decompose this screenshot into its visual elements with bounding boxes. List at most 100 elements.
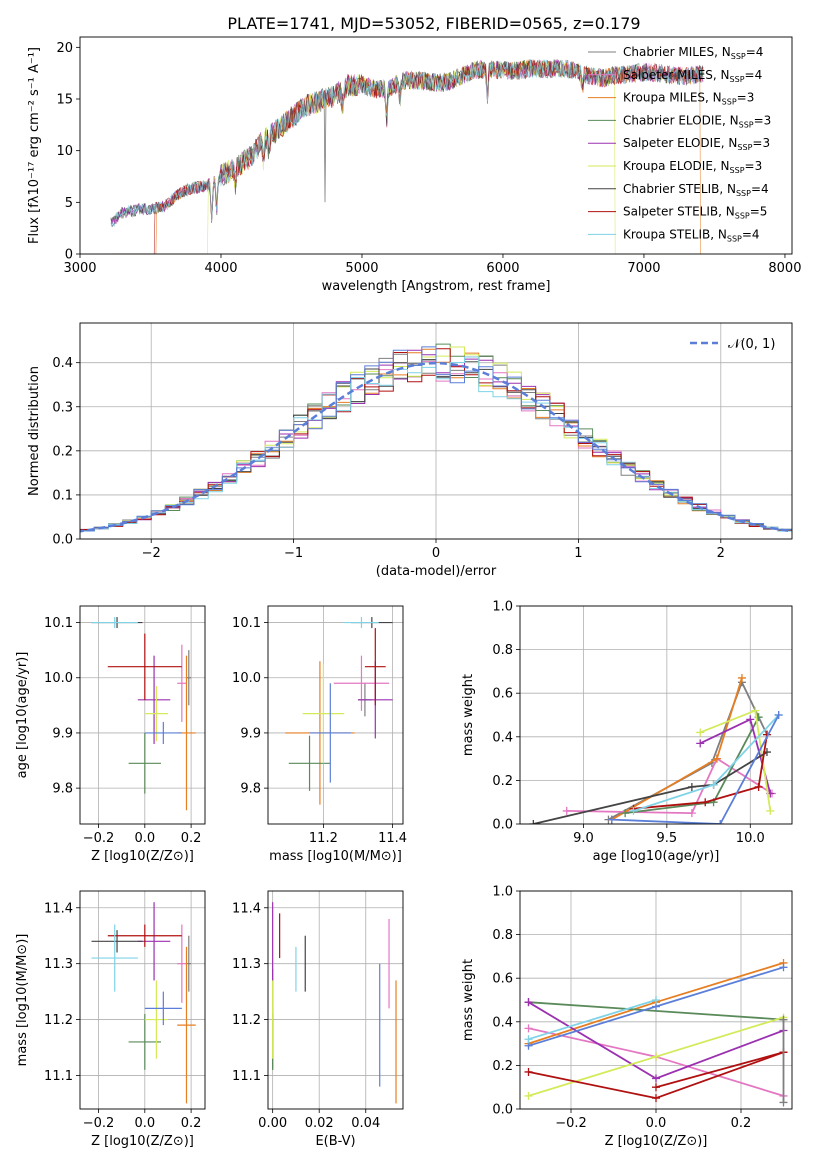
weight-point-marker [687, 782, 696, 791]
x-tick-label: 2 [717, 546, 725, 561]
errorbar-group [272, 902, 397, 1104]
y-tick-label: 11.2 [44, 1013, 73, 1028]
y-axis-label: mass weight [461, 674, 476, 756]
x-tick-label: 4000 [204, 261, 237, 276]
weight-point-marker [696, 728, 705, 737]
legend-subscript: SSP [727, 234, 742, 243]
legend-tail: =3 [737, 91, 755, 105]
axes-frame [79, 36, 793, 255]
y-axis-label: Normed distribution [27, 366, 42, 496]
panels: 3000 4000 5000 6000 7000 800005101520waveleng… [15, 36, 801, 1149]
x-tick-label: 3000 [63, 261, 96, 276]
x-tick-label: 1 [574, 546, 582, 561]
x-axis-label: (data-model)/error [376, 564, 497, 579]
weight-point-marker [524, 1035, 533, 1044]
figure-title: PLATE=1741, MJD=53052, FIBERID=0565, z=0… [227, 14, 640, 33]
y-tick-label: 10.0 [44, 671, 73, 686]
weight-point-marker [652, 1094, 660, 1103]
x-tick-label: 0.00 [258, 1116, 287, 1131]
x-tick-label: 5000 [345, 261, 378, 276]
x-tick-label: 8000 [768, 261, 801, 276]
legend-tail: =3 [754, 113, 772, 127]
weight-series-line [528, 999, 657, 1041]
legend-subscript: SSP [735, 212, 750, 221]
x-tick-label: 10.0 [736, 831, 765, 846]
x-axis-label: Z [log10(Z/Z⊙)] [91, 1134, 194, 1149]
mass_vs_ebv-panel: 0.00 0.02 0.04 11.1 11.2 11.3 11.4 E(B-V) [232, 890, 404, 1149]
x-tick-label: 0.0 [134, 831, 155, 846]
y-tick-label: 0.4 [492, 730, 513, 745]
spectrum-panel: 3000 4000 5000 6000 7000 8000 0 5 10 15 20 waveleng… [27, 36, 801, 294]
axes-frame [267, 890, 404, 1110]
weight-point-marker [774, 711, 783, 719]
legend-label: Chabrier MILES, NSSP=4 [623, 45, 763, 61]
weight-point-marker [629, 806, 638, 815]
y-tick-label: 9.9 [240, 726, 261, 741]
spectrum-series-line [110, 58, 704, 228]
y-tick-label: 1.0 [492, 600, 513, 615]
x-axis-label: Z [log10(Z/Z⊙)] [605, 1134, 708, 1149]
age_vs_Z-panel: −0.2 0.0 0.2 9.8 9.9 10.0 10.1 Z [log10(Z/Z⊙)] a… [15, 605, 206, 864]
y-tick-label: 0.2 [52, 444, 73, 459]
legend-subscript: SSP [739, 120, 754, 129]
y-tick-label: 10 [56, 144, 73, 159]
spectrum-lines [110, 58, 704, 254]
weight-point-marker [712, 754, 721, 763]
weight-point-marker [709, 780, 718, 789]
legend-tail: =4 [751, 182, 769, 196]
weight-point-marker [766, 806, 775, 815]
x-axis-label: age [log10(age/yr)] [593, 849, 720, 864]
histogram-group [80, 343, 792, 533]
legend-tail: =3 [745, 159, 763, 173]
weight-series-line [611, 677, 743, 821]
legend-label: Salpeter STELIB, NSSP=5 [623, 205, 767, 221]
x-axis-label: E(B-V) [315, 1134, 355, 1149]
errorbar-group [91, 902, 196, 1104]
weight-series-line [611, 714, 780, 824]
errorbar-group [285, 617, 393, 805]
x-axis-label: mass [log10(M/M⊙)] [269, 849, 402, 864]
weight-point-marker [524, 1091, 533, 1100]
legend-subscript: SSP [722, 98, 737, 107]
y-tick-label: 0.2 [492, 1059, 513, 1074]
y-tick-label: 20 [56, 41, 73, 56]
y-tick-label: 11.2 [232, 1013, 261, 1028]
x-tick-label: 0.0 [646, 1116, 667, 1131]
legend-tail: =4 [746, 45, 764, 59]
weight-point-marker [652, 1074, 660, 1083]
y-tick-label: 0.8 [492, 643, 513, 658]
x-axis-label: Z [log10(Z/Z⊙)] [91, 849, 194, 864]
y-tick-label: 0.0 [492, 1103, 513, 1118]
legend-label: Kroupa ELODIE, NSSP=3 [623, 159, 762, 175]
massweight_vs_Z-panel: −0.2 0.0 0.2 0.0 0.2 0.4 0.6 0.8 1.0 Z [log10(Z/Z… [461, 885, 793, 1149]
spectrum-legend: Chabrier MILES, NSSP=4 Salpeter MILES, NS… [588, 45, 771, 243]
weight-point-marker [652, 1083, 660, 1092]
weight-series-line [655, 1051, 784, 1089]
axes-frame [519, 605, 793, 825]
weight-point-marker [716, 820, 725, 824]
y-tick-label: 0 [65, 248, 73, 263]
legend-subscript: SSP [731, 52, 746, 61]
weight-point-marker [524, 1024, 533, 1033]
x-tick-label: 0.02 [305, 1116, 334, 1131]
y-tick-label: 0.6 [492, 687, 513, 702]
legend-label: Salpeter ELODIE, NSSP=3 [623, 136, 770, 152]
legend-tail: =4 [745, 68, 763, 82]
weight-point-marker [524, 1067, 533, 1076]
legend-subscript: SSP [730, 166, 745, 175]
weight-point-marker [652, 996, 660, 1004]
x-tick-label: 0.04 [351, 1116, 380, 1131]
x-tick-label: 6000 [486, 261, 519, 276]
axes-frame [267, 605, 404, 825]
legend-subscript: SSP [730, 75, 745, 84]
y-axis-label: mass weight [461, 959, 476, 1041]
gaussian-curve [80, 361, 792, 533]
y-tick-label: 9.8 [240, 782, 261, 797]
weight-point-marker [524, 998, 533, 1007]
y-tick-label: 0.4 [492, 1015, 513, 1030]
y-axis-label: mass [log10(M/M⊙)] [15, 934, 30, 1067]
weight-point-marker [737, 673, 746, 682]
axes-frame [79, 605, 206, 825]
y-tick-label: 10.1 [44, 616, 73, 631]
